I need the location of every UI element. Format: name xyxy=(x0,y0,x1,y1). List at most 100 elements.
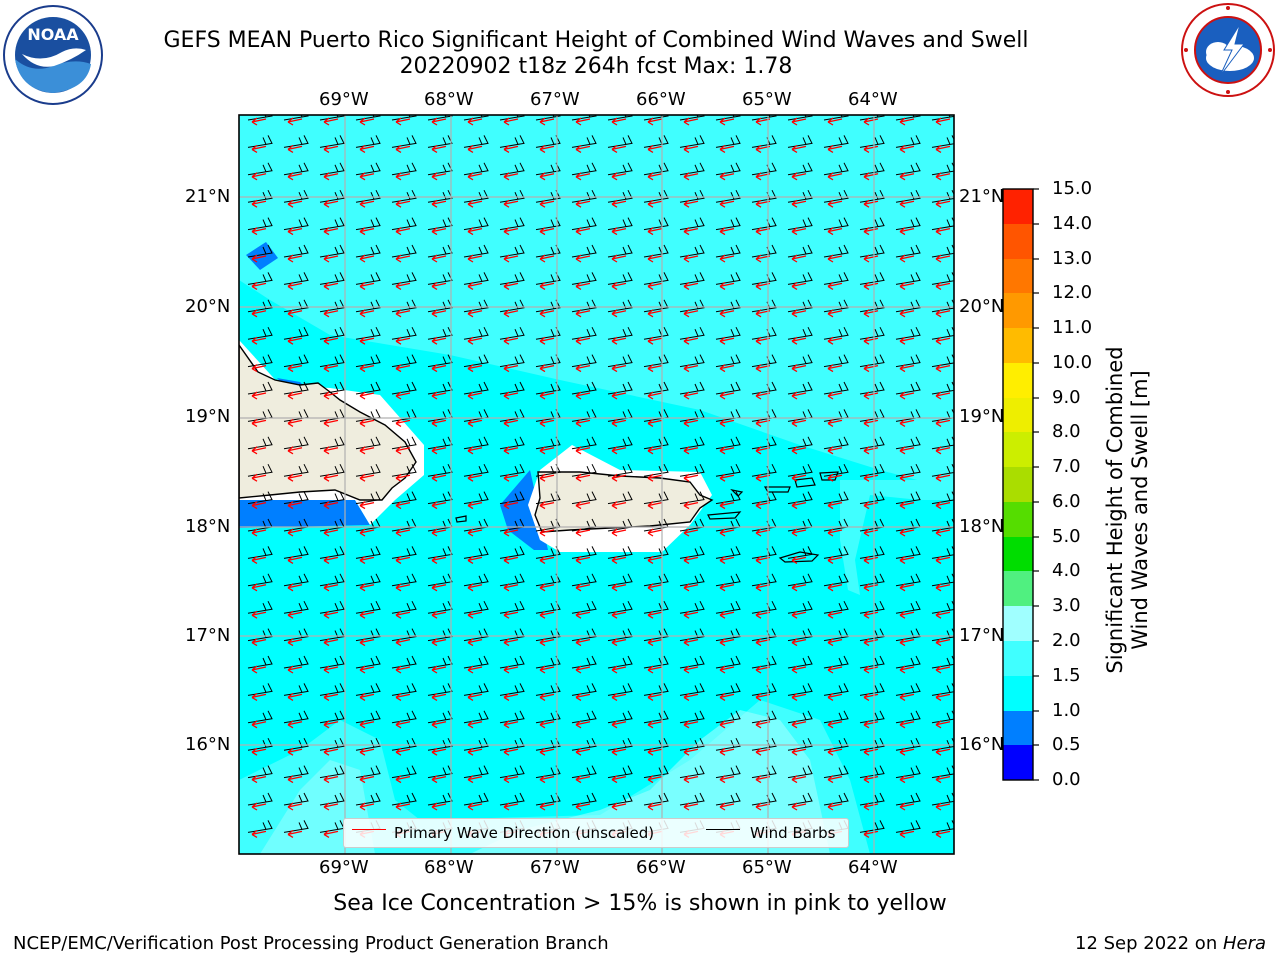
wave-direction-arrow xyxy=(863,501,879,510)
wave-direction-arrow xyxy=(539,692,555,701)
colorbar-tick-label: 3.0 xyxy=(1052,595,1081,616)
wave-direction-arrow xyxy=(719,555,735,564)
wave-direction-arrow xyxy=(647,610,663,619)
wave-direction-arrow xyxy=(539,254,555,263)
colorbar-label-line1: Significant Height of Combined xyxy=(1103,346,1127,674)
wave-direction-arrow xyxy=(359,309,375,318)
wave-direction-arrow xyxy=(287,336,303,345)
wave-height-band-2m-east xyxy=(840,480,954,595)
wave-direction-arrow xyxy=(287,144,303,153)
wave-direction-arrow xyxy=(395,199,411,208)
wave-direction-arrow xyxy=(899,117,915,126)
wave-direction-arrow xyxy=(323,775,339,784)
wave-direction-arrow xyxy=(503,638,519,647)
wave-direction-arrow xyxy=(611,199,627,208)
colorbar-segment xyxy=(1003,711,1033,745)
wave-direction-arrow xyxy=(935,418,951,427)
wave-direction-arrow xyxy=(611,336,627,345)
wave-direction-arrow xyxy=(683,501,699,510)
wave-direction-arrow xyxy=(719,692,735,701)
wave-direction-arrow xyxy=(899,418,915,427)
wave-direction-arrow xyxy=(683,364,699,373)
wave-direction-arrow xyxy=(863,309,879,318)
wave-direction-arrow xyxy=(323,720,339,729)
wave-direction-arrow xyxy=(899,610,915,619)
wave-direction-arrow xyxy=(647,747,663,756)
wave-direction-arrow xyxy=(719,418,735,427)
wave-direction-arrow xyxy=(863,391,879,400)
wave-direction-arrow xyxy=(251,227,267,236)
wave-direction-arrow xyxy=(935,391,951,400)
wave-direction-arrow xyxy=(359,692,375,701)
wave-direction-arrow xyxy=(503,473,519,482)
wave-direction-arrow xyxy=(467,117,483,126)
wave-direction-arrow xyxy=(467,418,483,427)
wave-direction-arrow xyxy=(719,391,735,400)
wave-direction-arrow xyxy=(431,665,447,674)
wave-direction-arrow xyxy=(683,309,699,318)
wave-direction-arrow xyxy=(863,418,879,427)
wave-height-band-2m xyxy=(239,115,954,490)
wave-direction-arrow xyxy=(575,227,591,236)
wave-direction-arrow xyxy=(935,555,951,564)
wave-direction-arrow xyxy=(431,446,447,455)
wave-direction-arrow xyxy=(395,144,411,153)
wave-direction-arrow xyxy=(287,501,303,510)
wave-direction-arrow xyxy=(791,364,807,373)
wave-direction-arrow xyxy=(719,117,735,126)
wave-direction-arrow xyxy=(359,747,375,756)
wave-direction-arrow xyxy=(287,281,303,290)
colorbar-tick-label: 9.0 xyxy=(1052,387,1081,408)
wave-direction-arrow xyxy=(323,254,339,263)
chart-title: GEFS MEAN Puerto Rico Significant Height… xyxy=(163,28,1029,53)
wave-direction-arrow xyxy=(251,199,267,208)
colorbar-segment xyxy=(1003,537,1033,571)
wave-direction-arrow xyxy=(395,775,411,784)
wave-direction-arrow xyxy=(575,391,591,400)
wave-direction-arrow xyxy=(251,336,267,345)
lat-label-left: 16°N xyxy=(185,734,231,755)
wave-direction-arrow xyxy=(719,309,735,318)
wave-direction-arrow xyxy=(827,117,843,126)
wave-direction-arrow xyxy=(575,802,591,811)
lat-label-right: 16°N xyxy=(959,734,1005,755)
wave-direction-arrow xyxy=(791,802,807,811)
wave-direction-arrow xyxy=(827,775,843,784)
wave-direction-arrow xyxy=(251,692,267,701)
wave-direction-arrow xyxy=(323,172,339,181)
colorbar-tick-label: 4.0 xyxy=(1052,560,1081,581)
wave-direction-arrow xyxy=(431,391,447,400)
wave-direction-arrow xyxy=(575,528,591,537)
wave-direction-arrow xyxy=(323,446,339,455)
wave-direction-arrow xyxy=(503,336,519,345)
wave-direction-arrow xyxy=(503,309,519,318)
wave-direction-arrow xyxy=(539,610,555,619)
wave-direction-arrow xyxy=(287,309,303,318)
legend-wave-direction: Primary Wave Direction (unscaled) xyxy=(394,824,655,842)
footer-host: Hera xyxy=(1222,933,1266,954)
wave-direction-arrow xyxy=(719,254,735,263)
wave-direction-arrow xyxy=(791,528,807,537)
colorbar-tick-label: 0.5 xyxy=(1052,734,1081,755)
wave-direction-arrow xyxy=(683,391,699,400)
wave-direction-arrow xyxy=(935,117,951,126)
land-st-croix xyxy=(778,551,820,563)
wave-direction-arrow xyxy=(611,364,627,373)
wave-direction-arrow xyxy=(251,802,267,811)
wave-direction-arrow xyxy=(287,775,303,784)
wave-direction-arrow xyxy=(863,117,879,126)
wave-direction-arrow xyxy=(611,555,627,564)
wave-direction-arrow xyxy=(683,473,699,482)
wave-direction-arrow xyxy=(791,692,807,701)
wave-direction-arrow xyxy=(611,391,627,400)
low-wave-zone-dr-south xyxy=(239,500,370,528)
lat-label-left: 18°N xyxy=(185,516,231,537)
map-legend: Primary Wave Direction (unscaled) Wind B… xyxy=(343,818,849,848)
wave-direction-arrow xyxy=(251,172,267,181)
wave-direction-arrow xyxy=(683,528,699,537)
wave-direction-arrow xyxy=(539,117,555,126)
colorbar-segment xyxy=(1003,398,1033,432)
wave-direction-arrow xyxy=(575,692,591,701)
wave-direction-arrow xyxy=(503,364,519,373)
colorbar-segment xyxy=(1003,293,1033,328)
